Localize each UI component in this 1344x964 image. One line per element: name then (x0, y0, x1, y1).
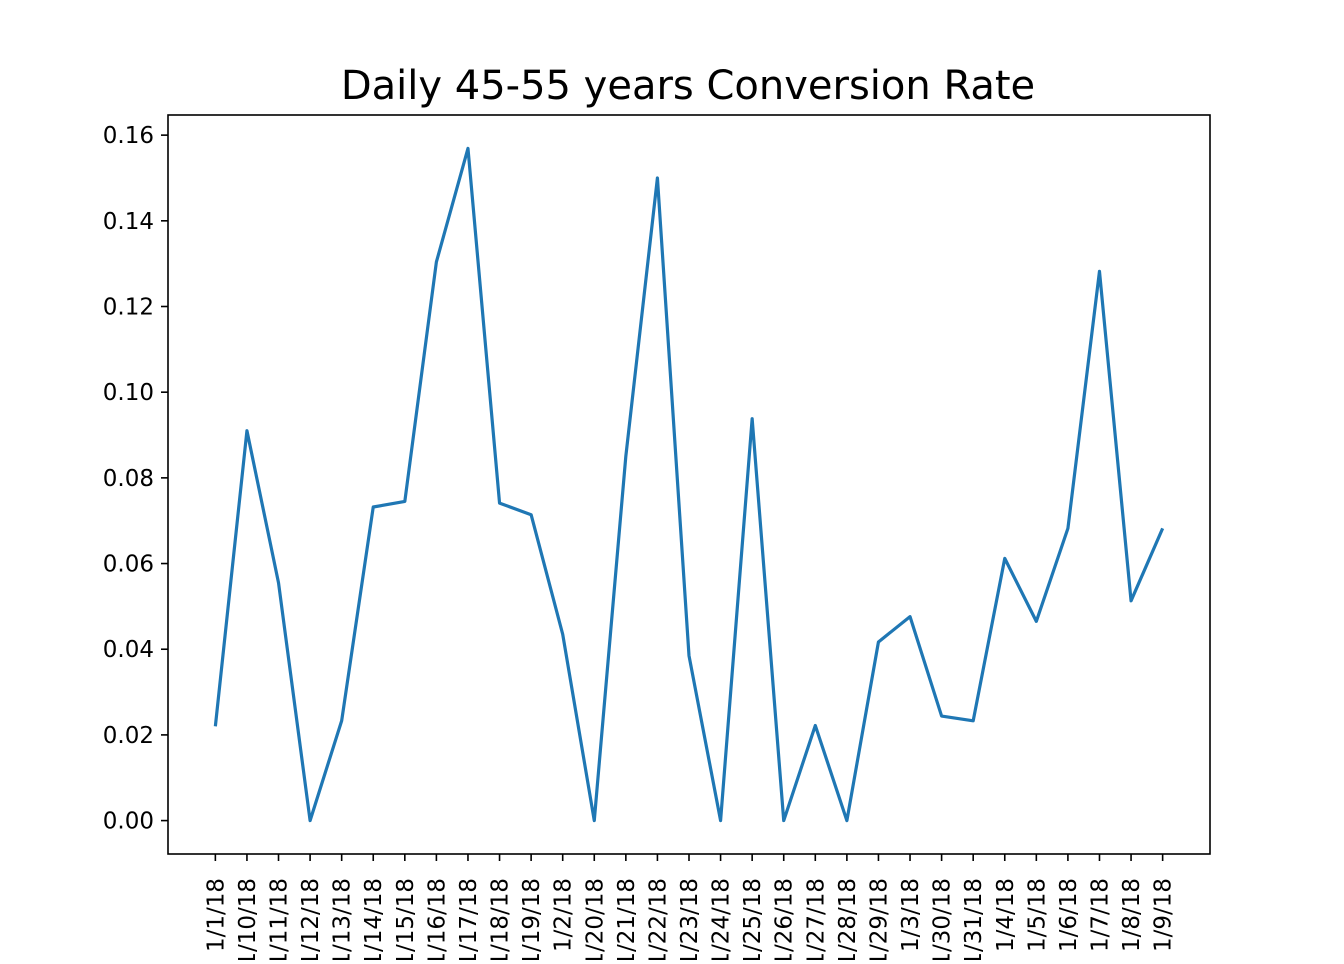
x-tick-label: 1/31/18 (961, 878, 987, 960)
x-tick-label: 1/9/18 (1151, 878, 1177, 952)
x-tick-label: 1/26/18 (772, 878, 798, 960)
x-tick-label: 1/20/18 (582, 878, 608, 960)
x-tick-label: 1/23/18 (677, 878, 703, 960)
x-tick-label: 1/14/18 (361, 878, 387, 960)
y-tick-label: 0.10 (103, 380, 154, 406)
y-tick-label: 0.06 (103, 552, 154, 578)
x-tick-label: 1/27/18 (803, 878, 829, 960)
x-tick-label: 1/22/18 (645, 878, 671, 960)
x-tick-label: 1/7/18 (1087, 878, 1113, 952)
x-tick-label: 1/17/18 (456, 878, 482, 960)
x-tick-label: 1/12/18 (298, 878, 324, 960)
y-tick-label: 0.08 (103, 466, 154, 492)
chart-title: Daily 45-55 years Conversion Rate (341, 63, 1035, 109)
x-tick-label: 1/4/18 (993, 878, 1019, 952)
x-tick-label: 1/30/18 (930, 878, 956, 960)
y-tick-label: 0.16 (103, 123, 154, 149)
x-tick-label: 1/28/18 (835, 878, 861, 960)
x-tick-label: 1/24/18 (709, 878, 735, 960)
x-tick-label: 1/2/18 (551, 878, 577, 952)
x-tick-label: 1/25/18 (740, 878, 766, 960)
x-tick-label: 1/8/18 (1119, 878, 1145, 952)
x-tick-label: 1/5/18 (1024, 878, 1050, 952)
x-tick-label: 1/6/18 (1056, 878, 1082, 952)
y-tick-label: 0.04 (103, 637, 154, 663)
y-tick-label: 0.12 (103, 294, 154, 320)
x-tick-label: 1/16/18 (424, 878, 450, 960)
y-tick-label: 0.02 (103, 723, 154, 749)
x-tick-label: 1/1/18 (203, 878, 229, 952)
x-tick-label: 1/11/18 (267, 878, 293, 960)
x-tick-label: 1/3/18 (898, 878, 924, 952)
x-tick-label: 1/21/18 (614, 878, 640, 960)
x-tick-label: 1/18/18 (488, 878, 514, 960)
y-tick-label: 0.14 (103, 209, 154, 235)
x-tick-label: 1/29/18 (866, 878, 892, 960)
y-tick-label: 0.00 (103, 809, 154, 835)
x-tick-label: 1/10/18 (235, 878, 261, 960)
x-tick-label: 1/15/18 (393, 878, 419, 960)
x-tick-label: 1/19/18 (519, 878, 545, 960)
x-tick-label: 1/13/18 (330, 878, 356, 960)
